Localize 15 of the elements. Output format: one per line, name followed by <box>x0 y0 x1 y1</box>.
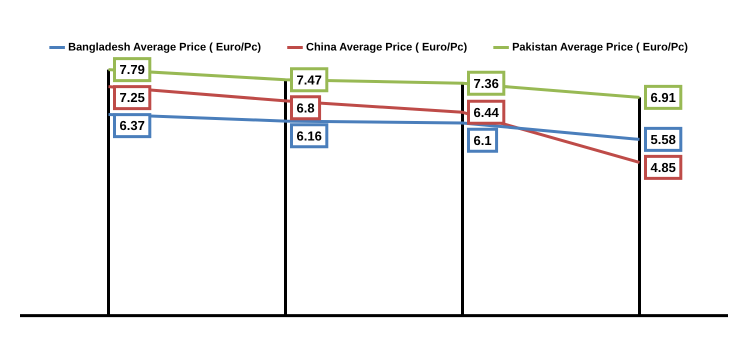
data-label: 6.16 <box>296 128 322 144</box>
legend-label: China Average Price ( Euro/Pc) <box>306 42 468 54</box>
data-label: 7.79 <box>120 62 145 78</box>
data-label: 6.37 <box>120 118 145 134</box>
data-label: 6.44 <box>474 104 500 120</box>
data-label: 6.91 <box>650 90 676 105</box>
data-label: 7.36 <box>474 76 499 91</box>
legend-label: Bangladesh Average Price ( Euro/Pc) <box>68 42 262 54</box>
data-label: 5.58 <box>650 132 676 147</box>
data-label: 7.25 <box>120 90 145 106</box>
legend-label: Pakistan Average Price ( Euro/Pc) <box>512 42 688 54</box>
data-label: 7.47 <box>296 72 322 88</box>
data-label: 6.8 <box>296 100 315 116</box>
data-label: 4.85 <box>650 160 676 175</box>
data-label: 6.1 <box>474 132 492 148</box>
